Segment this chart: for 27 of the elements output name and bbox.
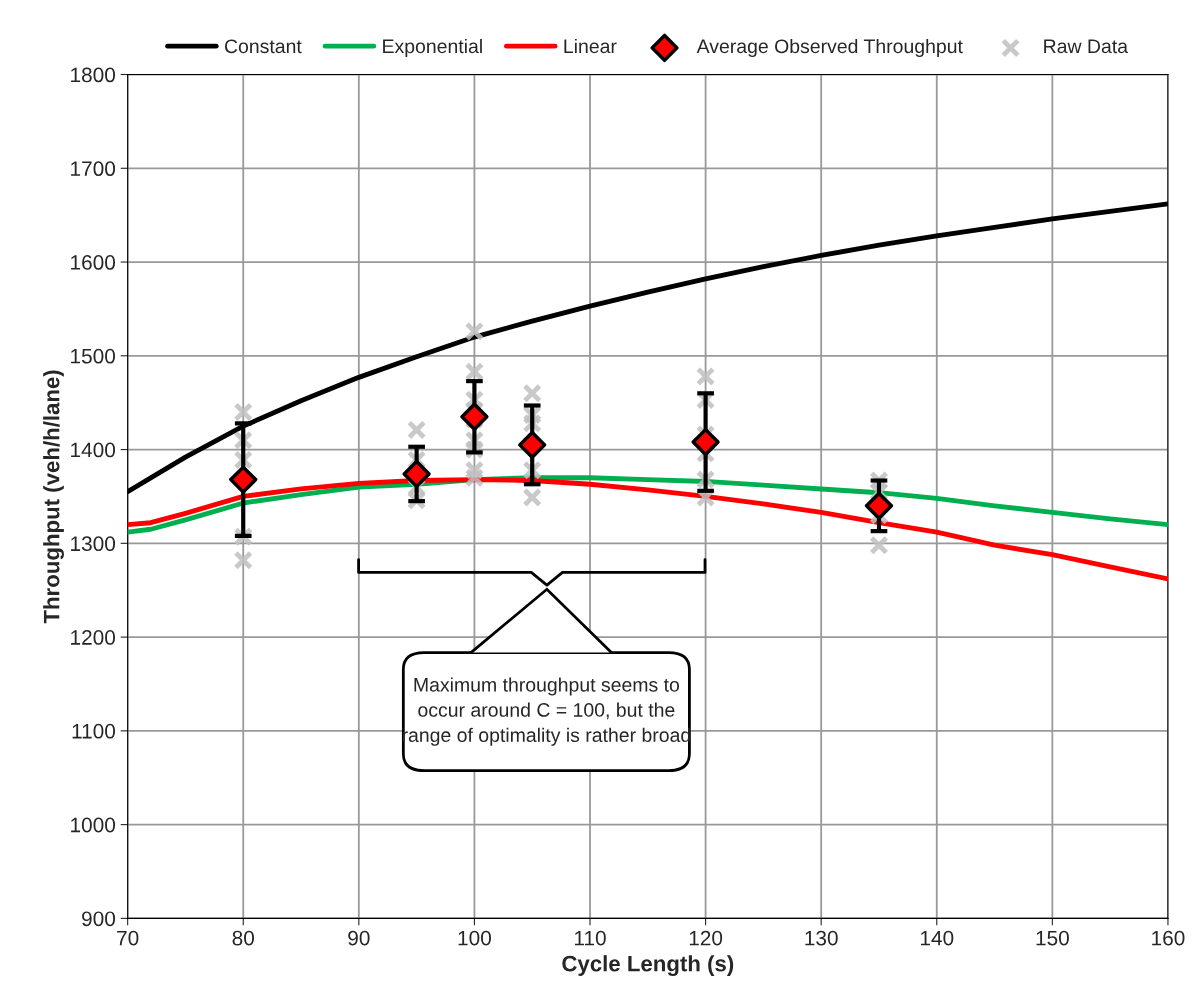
y-tick-label: 1100: [72, 723, 116, 739]
x-axis-title: Cycle Length (s): [562, 955, 734, 976]
y-axis-title: Throughput (veh/h/lane): [43, 370, 64, 624]
legend-label: Linear: [564, 38, 617, 54]
y-tick-label: 900: [82, 911, 116, 927]
legend-label: Exponential: [383, 38, 482, 58]
y-tick-label: 1600: [71, 255, 116, 270]
legend-label: Raw Data: [1044, 39, 1128, 54]
y-tick-label: 1500: [71, 348, 116, 364]
y-tick-label: 1400: [71, 442, 116, 458]
x-tick-label: 120: [689, 930, 723, 946]
y-tick-label: 1300: [71, 536, 116, 552]
x-tick-label: 90: [348, 930, 370, 946]
x-tick-label: 140: [920, 930, 954, 946]
x-tick-label: 70: [117, 930, 139, 946]
x-tick-label: 130: [805, 930, 838, 946]
y-tick-label: 1700: [71, 161, 116, 177]
legend-label: Constant: [224, 39, 302, 54]
y-tick-label: 1800: [71, 67, 116, 83]
x-tick-label: 150: [1036, 930, 1069, 946]
x-tick-label: 110: [574, 930, 606, 946]
x-tick-label: 100: [458, 930, 491, 946]
y-tick-label: 1200: [71, 630, 116, 645]
x-tick-label: 160: [1152, 930, 1185, 946]
y-tick-label: 1000: [71, 817, 116, 833]
x-tick-label: 80: [232, 930, 255, 946]
legend-label: Average Observed Throughput: [696, 38, 963, 58]
